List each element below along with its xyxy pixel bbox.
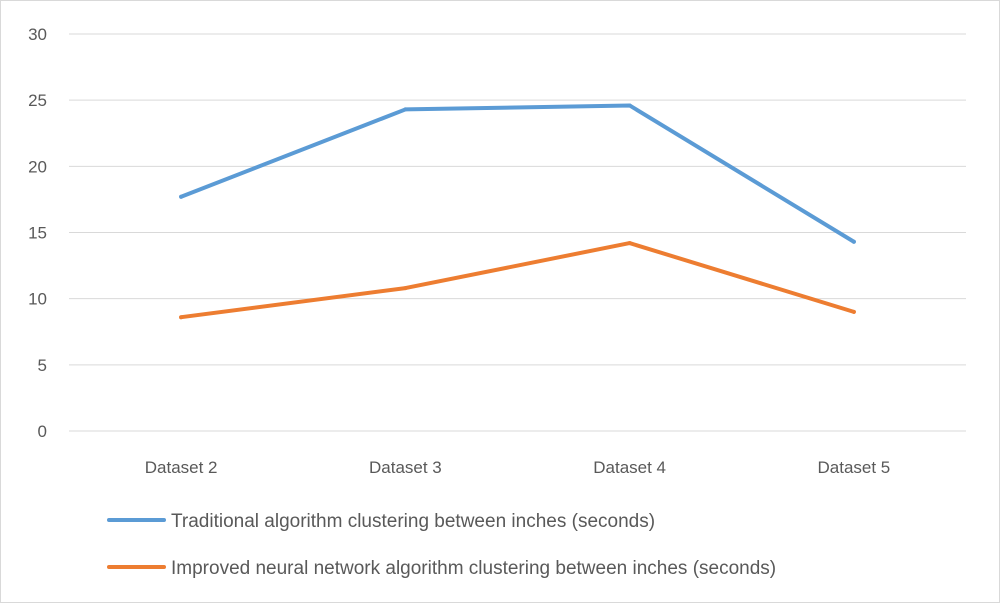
y-tick-label: 25 [28,91,47,110]
legend-label-1: Traditional algorithm clustering between… [171,511,655,532]
y-tick-label: 5 [38,356,47,375]
data-point [851,239,856,244]
y-tick-label: 15 [28,224,47,243]
data-point [179,194,184,199]
data-point [179,315,184,320]
x-tick-label: Dataset 2 [145,458,218,477]
data-point [403,107,408,112]
x-tick-label: Dataset 5 [817,458,890,477]
x-tick-label: Dataset 4 [593,458,666,477]
data-point [851,309,856,314]
x-tick-label: Dataset 3 [369,458,442,477]
y-tick-label: 0 [38,422,47,441]
data-point [627,241,632,246]
data-point [627,103,632,108]
y-tick-label: 10 [28,290,47,309]
series-line-1 [179,103,856,244]
legend-label-2: Improved neural network algorithm cluste… [171,558,776,579]
y-tick-label: 30 [28,25,47,44]
data-point [403,286,408,291]
series-line-2 [179,241,856,320]
y-tick-label: 20 [28,157,47,176]
